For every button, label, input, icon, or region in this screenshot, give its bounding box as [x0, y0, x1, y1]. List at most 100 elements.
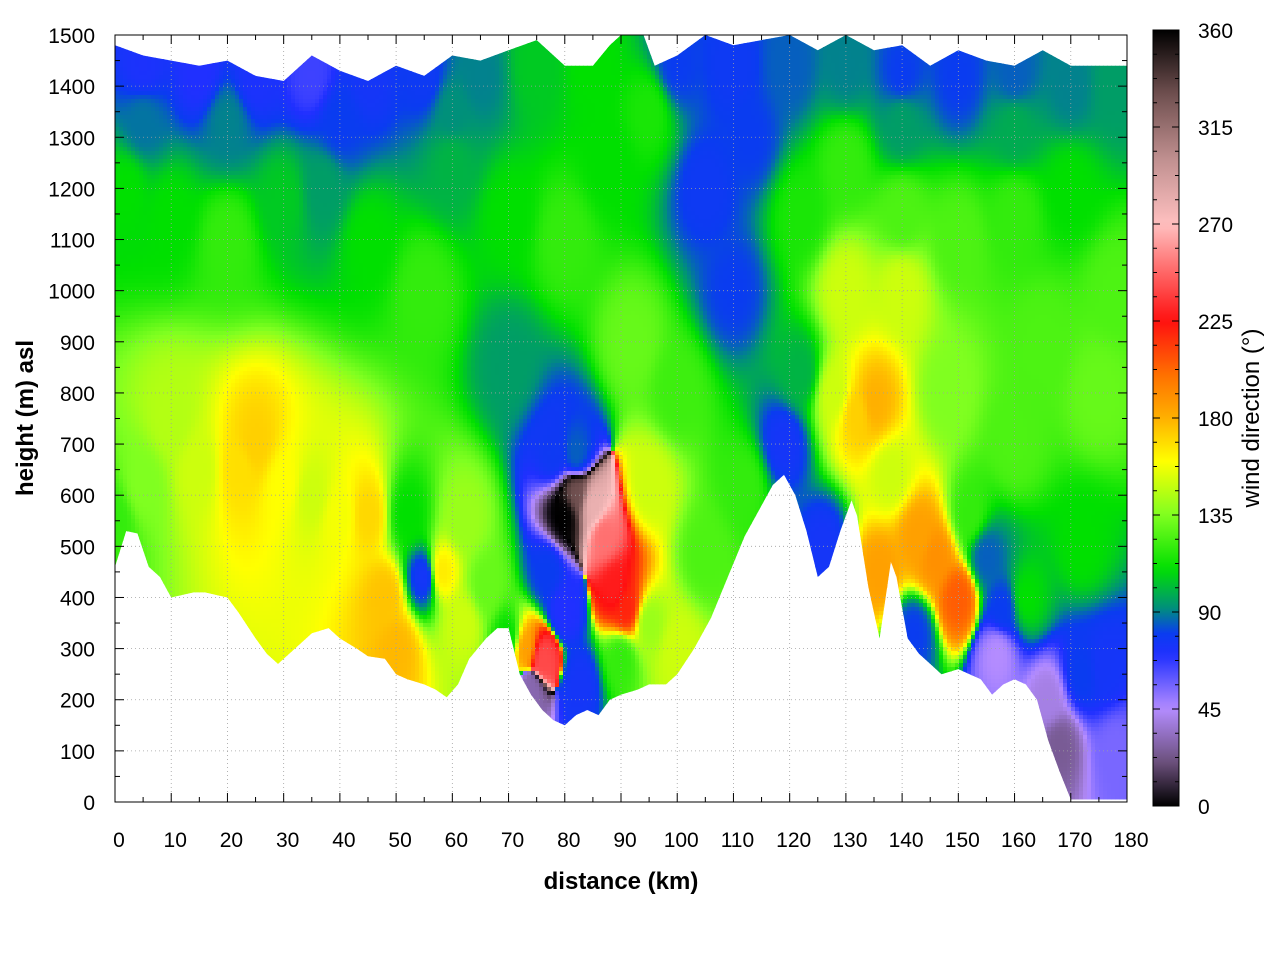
- heatmap-cell: [235, 347, 240, 352]
- heatmap-cell: [227, 143, 232, 148]
- heatmap-cell: [255, 239, 260, 244]
- heatmap-cell: [247, 511, 252, 516]
- heatmap-cell: [123, 139, 128, 144]
- heatmap-cell: [179, 535, 184, 540]
- heatmap-cell: [203, 127, 208, 132]
- heatmap-cell: [127, 427, 132, 432]
- heatmap-cell: [163, 291, 168, 296]
- heatmap-cell: [235, 551, 240, 556]
- heatmap-cell: [167, 343, 172, 348]
- heatmap-cell: [235, 423, 240, 428]
- heatmap-cell: [115, 259, 120, 264]
- heatmap-cell: [115, 211, 120, 216]
- heatmap-cell: [227, 99, 232, 104]
- heatmap-cell: [235, 195, 240, 200]
- heatmap-cell: [219, 123, 224, 128]
- heatmap-cell: [203, 491, 208, 496]
- heatmap-cell: [195, 123, 200, 128]
- heatmap-cell: [131, 311, 136, 316]
- heatmap-cell: [219, 363, 224, 368]
- heatmap-cell: [175, 191, 180, 196]
- heatmap-cell: [247, 403, 252, 408]
- heatmap-cell: [155, 339, 160, 344]
- heatmap-cell: [151, 467, 156, 472]
- heatmap-cell: [211, 387, 216, 392]
- heatmap-cell: [235, 467, 240, 472]
- heatmap-cell: [215, 395, 220, 400]
- heatmap-cell: [247, 335, 252, 340]
- heatmap-cell: [231, 467, 236, 472]
- heatmap-cell: [127, 135, 132, 140]
- heatmap-cell: [199, 79, 204, 84]
- heatmap-cell: [199, 475, 204, 480]
- heatmap-cell: [227, 463, 232, 468]
- heatmap-cell: [163, 583, 168, 588]
- heatmap-cell: [227, 315, 232, 320]
- heatmap-cell: [183, 407, 188, 412]
- heatmap-cell: [223, 91, 228, 96]
- heatmap-cell: [255, 575, 260, 580]
- heatmap-cell: [255, 423, 260, 428]
- heatmap-cell: [171, 419, 176, 424]
- heatmap-cell: [199, 395, 204, 400]
- heatmap-cell: [139, 111, 144, 116]
- heatmap-cell: [231, 523, 236, 528]
- heatmap-cell: [123, 291, 128, 296]
- heatmap-cell: [219, 83, 224, 88]
- heatmap-cell: [179, 323, 184, 328]
- heatmap-cell: [215, 143, 220, 148]
- heatmap-cell: [143, 323, 148, 328]
- heatmap-cell: [251, 515, 256, 520]
- heatmap-cell: [119, 387, 124, 392]
- heatmap-cell: [171, 395, 176, 400]
- heatmap-cell: [247, 343, 252, 348]
- heatmap-cell: [179, 367, 184, 372]
- heatmap-cell: [195, 175, 200, 180]
- heatmap-cell: [251, 143, 256, 148]
- heatmap-cell: [143, 527, 148, 532]
- heatmap-cell: [171, 295, 176, 300]
- heatmap-cell: [179, 591, 184, 596]
- heatmap-cell: [115, 515, 120, 520]
- heatmap-cell: [159, 523, 164, 528]
- heatmap-cell: [255, 307, 260, 312]
- heatmap-cell: [119, 195, 124, 200]
- heatmap-cell: [203, 327, 208, 332]
- heatmap-cell: [231, 555, 236, 560]
- heatmap-cell: [167, 291, 172, 296]
- heatmap-cell: [235, 327, 240, 332]
- heatmap-cell: [231, 107, 236, 112]
- heatmap-cell: [175, 219, 180, 224]
- heatmap-cell: [235, 187, 240, 192]
- heatmap-cell: [219, 179, 224, 184]
- heatmap-cell: [247, 475, 252, 480]
- heatmap-cell: [199, 291, 204, 296]
- heatmap-cell: [207, 399, 212, 404]
- heatmap-cell: [251, 551, 256, 556]
- heatmap-cell: [207, 143, 212, 148]
- heatmap-cell: [227, 355, 232, 360]
- heatmap-cell: [183, 387, 188, 392]
- heatmap-cell: [127, 263, 132, 268]
- heatmap-cell: [147, 143, 152, 148]
- heatmap-cell: [223, 255, 228, 260]
- heatmap-cell: [231, 571, 236, 576]
- heatmap-cell: [199, 87, 204, 92]
- heatmap-cell: [227, 87, 232, 92]
- heatmap-cell: [143, 267, 148, 272]
- heatmap-cell: [227, 159, 232, 164]
- heatmap-cell: [247, 203, 252, 208]
- heatmap-cell: [211, 435, 216, 440]
- heatmap-cell: [147, 191, 152, 196]
- heatmap-cell: [147, 203, 152, 208]
- heatmap-cell: [143, 315, 148, 320]
- heatmap-cell: [183, 555, 188, 560]
- heatmap-cell: [247, 135, 252, 140]
- heatmap-cell: [235, 599, 240, 604]
- heatmap-cell: [231, 227, 236, 232]
- heatmap-cell: [219, 491, 224, 496]
- heatmap-cell: [183, 507, 188, 512]
- heatmap-cell: [139, 335, 144, 340]
- heatmap-cell: [247, 143, 252, 148]
- heatmap-cell: [235, 555, 240, 560]
